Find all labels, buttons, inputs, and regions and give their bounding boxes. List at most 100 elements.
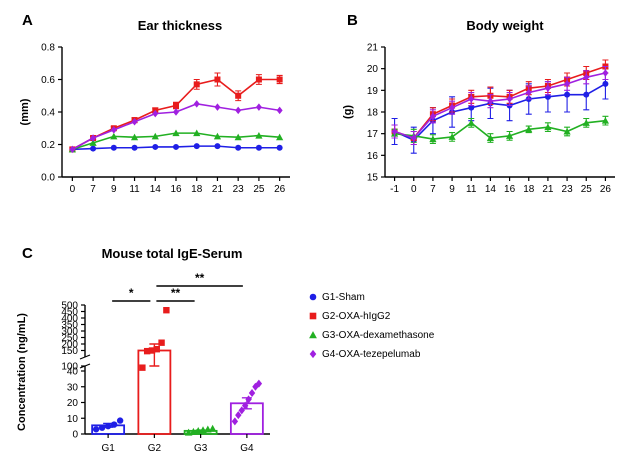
chart-b-xtick-label: 18 (523, 184, 535, 195)
chart-a-data-point (110, 144, 117, 151)
chart-b-data-point (544, 93, 551, 100)
panel-letter-a: A (22, 12, 33, 29)
chart-b-xtick-label: 21 (542, 184, 554, 195)
chart-a-data-point (131, 144, 138, 151)
chart-a-data-point (276, 133, 284, 141)
chart-a-data-point (193, 143, 200, 150)
chart-b-data-point (544, 84, 551, 92)
chart-a-data-point (193, 81, 200, 88)
legend-marker-g2 (309, 312, 317, 320)
chart-a-data-point (152, 109, 159, 118)
chart-b-series-line (394, 65, 606, 139)
chart-a-data-point (193, 129, 201, 137)
chart-c-data-point (116, 417, 124, 424)
chart-a-data-point (235, 92, 242, 99)
chart-b-xtick-label: -1 (390, 184, 399, 195)
chart-a-xtick-label: 25 (253, 184, 265, 195)
chart-b-data-point (525, 88, 532, 97)
chart-b-ytick-label: 20 (367, 64, 379, 75)
chart-b-data-point (583, 73, 590, 82)
chart-c-data-point (245, 395, 252, 404)
legend: G1-Sham G2-OXA-hIgG2 G3-OXA-dexamethason… (309, 292, 435, 360)
chart-a-title: Ear thickness (138, 18, 223, 33)
chart-b-xtick-label: 26 (600, 184, 612, 195)
chart-b-data-point (487, 97, 494, 105)
chart-c-ytick-label: 450 (61, 307, 78, 318)
chart-c-data-point (148, 347, 156, 354)
chart-c-ytick-label: 10 (67, 414, 79, 425)
chart-c-xtick-label: G2 (148, 443, 162, 454)
chart-c-ytick-label: 20 (67, 398, 79, 409)
chart-b-ytick-label: 15 (367, 173, 379, 184)
chart-b-data-point (505, 132, 514, 139)
chart-a-xtick-label: 18 (191, 184, 203, 195)
chart-c-data-point (238, 406, 245, 415)
chart-b-xtick-label: 0 (411, 184, 417, 195)
chart-b-ytick-label: 19 (367, 86, 379, 97)
chart-a-data-point (89, 139, 97, 146)
chart-a-data-point (110, 132, 118, 140)
chart-a-data-point (255, 144, 262, 151)
chart-c-ytick-label: 300 (61, 327, 78, 338)
chart-b-xtick-label: 11 (466, 184, 477, 195)
chart-b-data-point (583, 91, 590, 98)
chart-c-data-point (158, 339, 165, 346)
chart-c-data-point (235, 411, 242, 420)
chart-c-data-point (104, 422, 112, 430)
chart-b-xtick-label: 14 (485, 184, 497, 195)
chart-a-data-point (131, 117, 138, 126)
chart-b-series-2 (391, 59, 609, 146)
chart-b-data-point (429, 135, 437, 143)
chart-a-data-point (235, 144, 242, 151)
chart-a-xtick-label: 14 (150, 184, 162, 195)
chart-b-data-point (410, 134, 417, 142)
chart-c-ytick-label: 100 (61, 362, 78, 373)
chart-c-data-point (139, 364, 146, 371)
chart-a-series-4 (69, 100, 283, 154)
chart-b-data-point (467, 119, 475, 126)
chart-a-ytick-label: 0.4 (41, 108, 55, 119)
legend-marker-g1 (309, 293, 317, 301)
chart-a-data-point (255, 76, 262, 83)
chart-c-ytick-label: 400 (61, 314, 78, 325)
chart-b-ytick-label: 21 (367, 43, 379, 54)
chart-a-ylabel: (mm) (19, 98, 31, 125)
chart-b-data-point (544, 123, 552, 131)
chart-a-series-1 (69, 143, 283, 153)
chart-b-data-point (602, 80, 609, 87)
chart-b-data-point (582, 119, 590, 126)
chart-a-data-point (213, 132, 222, 140)
chart-b-data-point (391, 127, 398, 136)
chart-a-data-point (69, 145, 76, 154)
chart-a-ytick-label: 0.8 (41, 43, 55, 54)
chart-a-data-point (276, 76, 283, 83)
chart-a-data-point (276, 106, 283, 115)
chart-a-data-point (173, 108, 179, 116)
chart-b-series-4 (391, 65, 609, 146)
chart-b-data-point (449, 103, 456, 112)
chart-b-xtick-label: 7 (430, 184, 436, 195)
chart-b-ytick-label: 16 (367, 151, 379, 162)
chart-a-data-point (276, 144, 283, 151)
chart-c-ytick-label: 150 (61, 346, 78, 357)
panel-letter-b: B (347, 12, 358, 29)
chart-a-data-point (110, 126, 117, 134)
chart-a-data-point (234, 133, 242, 141)
chart-a-xtick-label: 9 (111, 184, 117, 195)
chart-b-data-point (448, 133, 456, 140)
chart-c-ylabel: Concentration (ng/mL) (16, 313, 28, 431)
chart-c-xtick-label: G3 (194, 443, 208, 454)
chart-c-xtick-label: G4 (240, 443, 254, 454)
chart-b-data-point (601, 117, 610, 124)
chart-a-xtick-label: 23 (233, 184, 245, 195)
chart-a-data-point (172, 129, 180, 137)
chart-a-xtick-label: 7 (90, 184, 96, 195)
chart-c-data-point (163, 307, 170, 314)
chart-c-data-point (153, 346, 160, 353)
chart-b-ytick-label: 18 (367, 108, 379, 119)
chart-b-xtick-label: 9 (449, 184, 455, 195)
panel-letter-c: C (22, 245, 33, 262)
chart-c-significance-label: ** (195, 271, 205, 285)
chart-b-series-line (394, 119, 606, 140)
chart-a-xtick-label: 0 (70, 184, 76, 195)
